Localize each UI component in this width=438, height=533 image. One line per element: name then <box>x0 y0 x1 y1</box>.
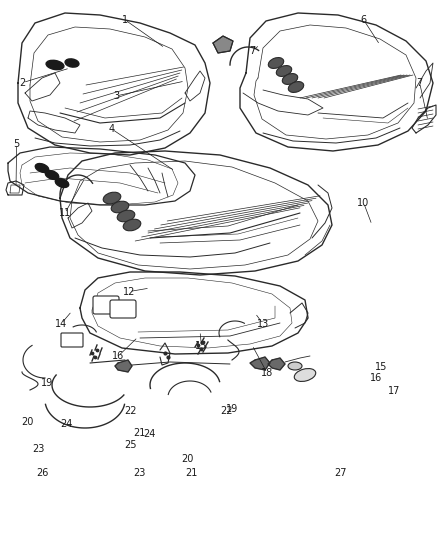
Ellipse shape <box>55 179 69 188</box>
Text: 10: 10 <box>357 198 370 207</box>
Text: 7: 7 <box>417 78 423 87</box>
Text: 23: 23 <box>32 444 45 454</box>
Text: 20: 20 <box>181 455 194 464</box>
Text: 22: 22 <box>124 407 137 416</box>
Ellipse shape <box>294 368 316 382</box>
Text: 17: 17 <box>388 386 400 395</box>
Point <box>92 353 99 361</box>
Text: 16: 16 <box>112 351 124 361</box>
Text: 24: 24 <box>60 419 73 429</box>
FancyBboxPatch shape <box>93 296 119 314</box>
Ellipse shape <box>288 82 304 92</box>
Text: 19: 19 <box>226 405 238 414</box>
Ellipse shape <box>111 201 129 213</box>
Text: 7: 7 <box>249 46 255 55</box>
Text: 6: 6 <box>360 15 367 25</box>
Text: 18: 18 <box>261 368 273 378</box>
FancyBboxPatch shape <box>61 333 83 347</box>
Text: 15: 15 <box>375 362 387 372</box>
Text: 12: 12 <box>123 287 135 296</box>
Ellipse shape <box>288 362 302 370</box>
Text: 22: 22 <box>221 407 233 416</box>
Point <box>198 345 205 353</box>
Text: 24: 24 <box>144 430 156 439</box>
Ellipse shape <box>65 59 79 67</box>
Text: 11: 11 <box>59 208 71 218</box>
Ellipse shape <box>45 171 59 180</box>
Point <box>199 338 206 346</box>
Text: 13: 13 <box>257 319 269 328</box>
Text: 16: 16 <box>370 374 382 383</box>
Text: 21: 21 <box>133 428 145 438</box>
Ellipse shape <box>276 66 292 76</box>
Text: 2: 2 <box>20 78 26 87</box>
Text: 26: 26 <box>37 469 49 478</box>
Text: 14: 14 <box>55 319 67 328</box>
FancyBboxPatch shape <box>110 300 136 318</box>
Point <box>162 349 169 357</box>
Ellipse shape <box>35 164 49 173</box>
Text: 23: 23 <box>133 469 145 478</box>
Polygon shape <box>250 357 270 370</box>
Ellipse shape <box>103 192 121 204</box>
Ellipse shape <box>117 210 135 222</box>
Text: 19: 19 <box>41 378 53 387</box>
Ellipse shape <box>46 60 64 70</box>
Point <box>88 349 95 357</box>
Ellipse shape <box>268 58 284 68</box>
Polygon shape <box>213 36 233 53</box>
Ellipse shape <box>123 219 141 231</box>
Text: 4: 4 <box>109 124 115 134</box>
Polygon shape <box>115 360 132 372</box>
Text: 3: 3 <box>113 91 119 101</box>
Ellipse shape <box>282 74 298 84</box>
Point <box>93 346 100 354</box>
Text: 21: 21 <box>186 469 198 478</box>
Polygon shape <box>268 358 285 370</box>
Text: 20: 20 <box>21 417 33 427</box>
Point <box>194 341 201 349</box>
Point <box>165 353 172 361</box>
Text: 27: 27 <box>335 469 347 478</box>
Text: 15: 15 <box>195 342 208 351</box>
Text: 25: 25 <box>124 440 137 450</box>
Text: 1: 1 <box>122 15 128 25</box>
Text: 5: 5 <box>14 139 20 149</box>
